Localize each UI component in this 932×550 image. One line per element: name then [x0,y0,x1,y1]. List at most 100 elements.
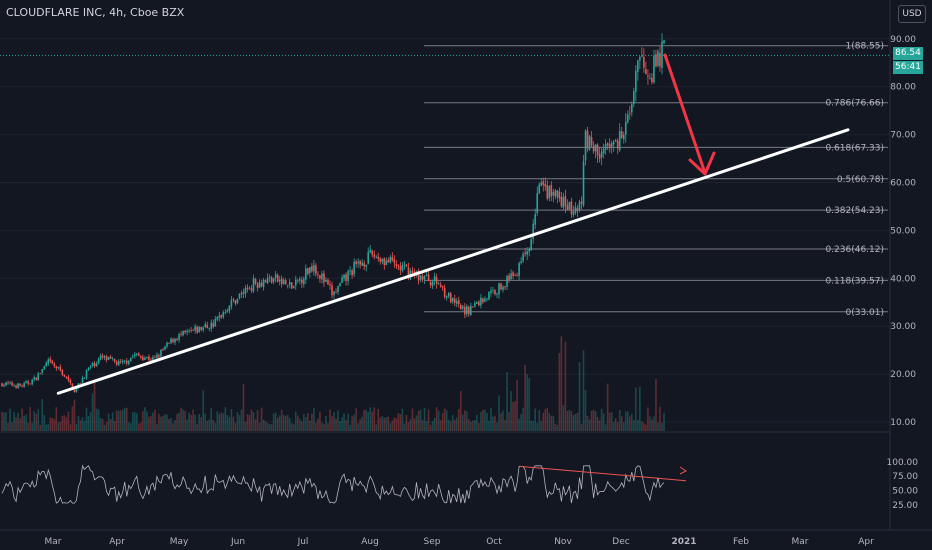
candle-body [307,268,309,274]
candle-body [443,287,446,297]
volume-bar [59,421,62,431]
candle-body [75,387,78,392]
volume-bar [53,418,56,431]
volume-bar [331,415,333,431]
candlestick-series [1,33,665,393]
volume-bar [23,415,25,431]
volume-bar [510,390,512,431]
time-tick-label: Oct [486,537,502,547]
volume-bar [343,413,345,431]
volume-bar [69,424,72,431]
volume-bar [323,424,325,431]
volume-bar [624,411,627,431]
volume-bar [144,407,146,431]
candle-body [101,355,104,358]
candle-body [200,327,203,330]
fib-level-label: 0(33.01) [845,308,884,318]
trendline[interactable] [56,128,850,395]
volume-bar [405,414,408,431]
volume-bar [188,412,190,431]
fibonacci-retracement[interactable]: 1(88.55) 0.786(76.66) 0.618(67.33) 0.5(60.7… [424,42,888,318]
rsi-scale[interactable]: 100.00 75.00 50.00 25.00 [887,458,919,511]
volume-bar [590,410,593,431]
volume-bar [433,417,436,431]
candle-body [389,256,392,263]
rsi-tick-label: 75.00 [892,472,918,482]
price-tick-label: 80.00 [890,83,916,93]
fib-level-label: 0.118(39.57) [825,276,884,286]
candle-body [174,338,176,343]
price-scale[interactable]: 90.00 80.00 70.00 60.00 50.00 40.00 30.00 20.00… [890,35,916,428]
candle-body [13,385,15,387]
volume-bar [478,422,480,431]
candle-body [457,300,460,305]
candle-body [154,357,156,359]
volume-bar [57,422,60,431]
candle-body [453,298,456,304]
candle-body [361,262,363,266]
volume-bar [588,419,591,431]
volume-bar [504,419,506,431]
volume-bar [67,411,70,431]
volume-bar [25,414,27,431]
volume-bar [156,424,158,431]
volume-bar [136,413,138,431]
volume-bar [162,416,164,431]
volume-bar [397,413,400,431]
volume-bar [369,407,372,431]
candle-body [268,277,271,278]
volume-bar [476,414,478,431]
volume-bar [55,407,58,431]
candle-body [103,355,106,358]
candle-body [264,280,267,283]
symbol-title[interactable]: CLOUDFLARE INC, 4h, Cboe BZX [6,6,185,19]
volume-bar [170,417,172,431]
volume-bar [216,411,219,431]
candle-body [19,383,21,386]
candle-body [168,343,170,344]
volume-bar [196,424,198,431]
candle-body [439,284,442,287]
volume-bar [192,409,194,431]
volume-bar [311,413,313,431]
candle-body [337,286,339,292]
candle-body [411,270,414,273]
candle-body [584,130,587,161]
volume-bar [172,423,174,431]
candle-body [254,279,257,284]
time-scale[interactable]: Mar Apr May Jun Jul Aug Sep Oct Nov Dec 2021 Feb Mar… [45,537,875,547]
fib-level-label: 0.618(67.33) [825,143,884,153]
volume-bar [355,408,357,431]
candle-body [600,151,603,158]
candle-body [262,279,265,288]
candle-body [89,366,92,368]
down-arrow-drawing[interactable] [663,53,716,176]
price-tick-label: 20.00 [890,370,916,380]
candle-body [626,114,629,123]
candle-body [369,249,372,253]
volume-bar [236,412,239,431]
currency-button[interactable]: USD [898,5,926,23]
time-tick-label: Apr [109,537,125,547]
candle-body [176,339,178,341]
candle-body [572,211,575,215]
candle-body [286,284,289,286]
candle-body [282,280,285,285]
candle-body [363,263,365,267]
candle-body [329,284,331,286]
candle-body [69,379,72,384]
candle-body [148,356,150,361]
candle-body [661,41,663,69]
volume-bar [371,411,374,431]
volume-bar [375,424,378,431]
candle-body [97,358,100,364]
candle-body [73,389,76,393]
candle-body [482,298,484,303]
candle-body [564,196,567,207]
volume-bar [351,416,353,431]
volume-bar [498,395,500,431]
volume-bar [544,408,547,431]
volume-bar [429,424,432,431]
candle-body [566,205,569,211]
